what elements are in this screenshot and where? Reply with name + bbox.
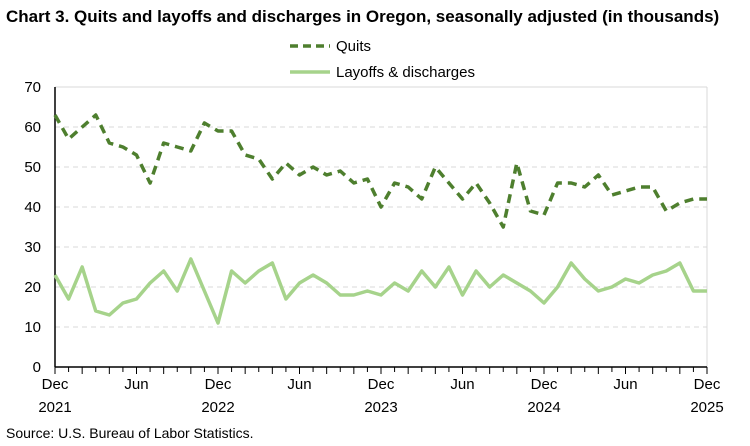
y-tick-label: 70	[24, 79, 41, 96]
x-tick-year: 2022	[201, 399, 234, 416]
y-tick-label: 60	[24, 119, 41, 136]
x-tick-month: Dec	[694, 376, 721, 393]
series-line-quits	[53, 113, 707, 229]
x-tick-month: Dec	[205, 376, 232, 393]
chart-title: Chart 3. Quits and layoffs and discharge…	[6, 7, 720, 26]
x-tick-month: Dec	[368, 376, 395, 393]
x-tick-year: 2025	[690, 399, 723, 416]
x-tick-month: Jun	[450, 376, 474, 393]
x-tick-year: 2024	[527, 399, 560, 416]
x-tick-month: Jun	[613, 376, 637, 393]
x-tick-year: 2021	[38, 399, 71, 416]
x-tick-month: Jun	[287, 376, 311, 393]
y-tick-label: 30	[24, 239, 41, 256]
y-tick-label: 40	[24, 199, 41, 216]
source-note: Source: U.S. Bureau of Labor Statistics.	[6, 425, 254, 441]
y-tick-label: 0	[33, 359, 41, 376]
series-line-layoffs-discharges	[53, 257, 707, 325]
y-tick-label: 50	[24, 159, 41, 176]
legend-label: Quits	[336, 38, 371, 55]
x-tick-year: 2023	[364, 399, 397, 416]
y-tick-label: 20	[24, 279, 41, 296]
x-tick-month: Dec	[531, 376, 558, 393]
y-tick-label: 10	[24, 319, 41, 336]
x-tick-month: Dec	[42, 376, 69, 393]
x-tick-month: Jun	[124, 376, 148, 393]
legend-label: Layoffs & discharges	[336, 64, 475, 81]
